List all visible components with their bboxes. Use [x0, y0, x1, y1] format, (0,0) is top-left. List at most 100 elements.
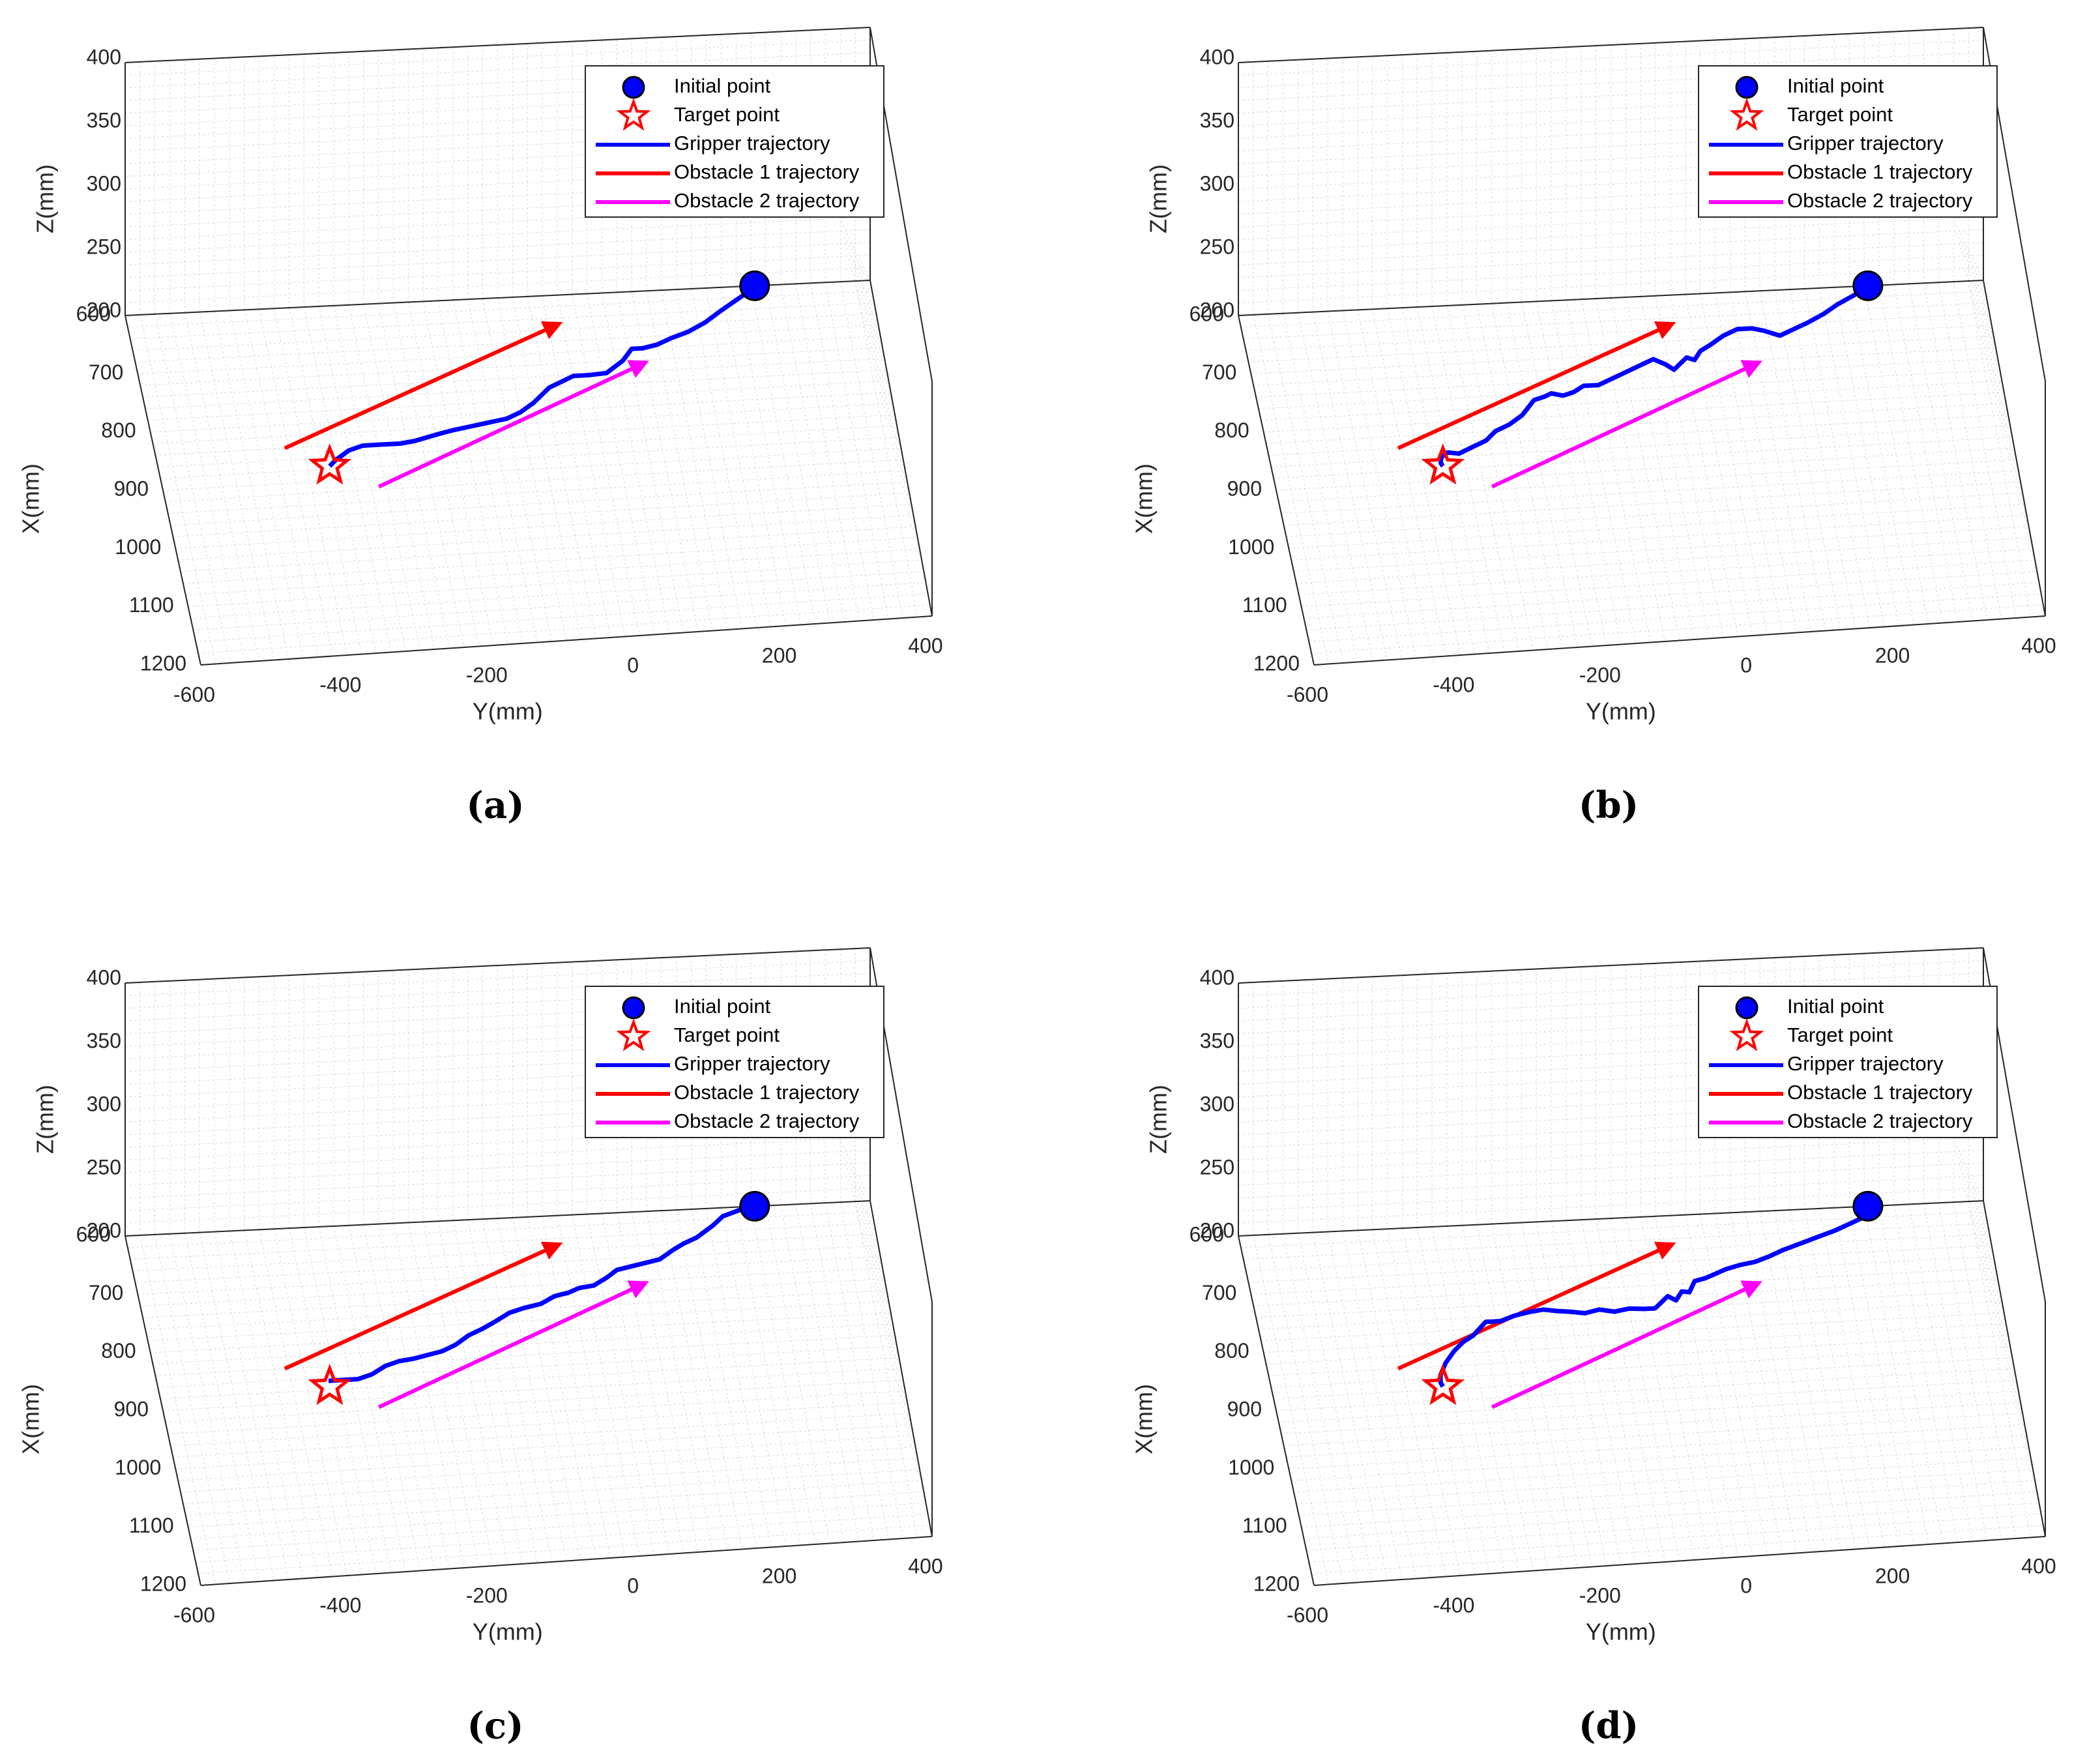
- y-axis-line: [200, 1536, 933, 1586]
- grid-line: [1238, 216, 1984, 253]
- grid-line: [1461, 304, 1534, 651]
- grid-line: [1238, 1162, 1984, 1199]
- x-tick-label: 600: [1189, 302, 1224, 325]
- grid-line: [1304, 570, 2037, 619]
- y-tick-label: -400: [1433, 673, 1474, 696]
- grid-line: [1251, 1256, 1994, 1295]
- wall-top-edge: [124, 947, 871, 984]
- x-tick-label: 700: [89, 360, 123, 384]
- legend-entry: Initial point: [674, 995, 771, 1018]
- z-axis-label: Z(mm): [1145, 1085, 1172, 1154]
- x-axis-label: X(mm): [1131, 463, 1158, 534]
- obstacle-1-trajectory: [284, 321, 563, 450]
- grid-line: [841, 1151, 873, 1213]
- grid-line: [392, 302, 465, 648]
- grid-line: [1998, 416, 2015, 448]
- y-tick-label: -200: [1579, 663, 1621, 686]
- z-tick-label: 250: [87, 1155, 121, 1179]
- legend-entry: Target point: [1787, 103, 1893, 126]
- grid-line: [1282, 313, 1358, 662]
- grid-line: [160, 436, 899, 479]
- grid-line: [407, 302, 479, 647]
- grid-line: [1297, 1233, 1373, 1582]
- target-point-marker: [1421, 1364, 1465, 1405]
- grid-line: [2020, 509, 2030, 527]
- grid-line: [2004, 1363, 2019, 1392]
- grid-line: [1908, 284, 1973, 621]
- grid-line: [869, 1270, 892, 1313]
- grid-line: [907, 509, 916, 527]
- grid-line: [1759, 291, 1826, 631]
- grid-line: [1979, 1257, 2003, 1302]
- grid-line: [2029, 1469, 2036, 1481]
- y-tick-label: -400: [1433, 1593, 1474, 1617]
- grid-line: [178, 514, 914, 561]
- grid-line: [860, 1230, 885, 1280]
- grid-line: [124, 1162, 871, 1199]
- grid-line: [1521, 302, 1592, 647]
- x-tick-label: 900: [1227, 1397, 1262, 1420]
- grid-line: [1276, 1368, 2015, 1411]
- chart-panel-d: -600 -400 -200 0 200 400 600 700 800 900 1000 1100 1…: [1131, 947, 2056, 1748]
- grid-line: [1640, 1216, 1710, 1559]
- grid-line: [154, 314, 231, 664]
- z-tick-label: 300: [1200, 1092, 1234, 1115]
- grid-line: [631, 291, 699, 632]
- grid-line: [1985, 363, 2007, 404]
- grid-line: [1714, 293, 1783, 634]
- wall-top-edge: [1238, 947, 1984, 984]
- legend-initial-marker: [1735, 76, 1759, 99]
- grid-line: [1506, 302, 1578, 648]
- panel-caption: (c): [467, 1705, 523, 1748]
- grid-line: [1670, 295, 1739, 637]
- grid-line: [2004, 443, 2019, 471]
- grid-line: [1256, 358, 1998, 398]
- grid-line: [882, 403, 899, 437]
- grid-line: [1327, 311, 1403, 660]
- grid-line: [1309, 593, 2041, 642]
- x-tick-label: 600: [76, 1222, 111, 1246]
- grid-line: [158, 425, 898, 467]
- x-tick-label: 800: [101, 1339, 136, 1362]
- grid-line: [860, 310, 885, 359]
- grid-line: [847, 256, 877, 314]
- grid-line: [587, 1214, 655, 1555]
- grid-line: [1278, 1379, 2017, 1423]
- grid-line: [1256, 1278, 1998, 1318]
- y-tick-label: 0: [1740, 653, 1752, 677]
- grid-line: [1309, 1514, 2041, 1563]
- grid-line: [841, 230, 873, 292]
- legend-entry: Gripper trajectory: [674, 132, 830, 154]
- x-axis-line: [1238, 1235, 1315, 1586]
- legend-entry: Gripper trajectory: [674, 1052, 830, 1075]
- grid-line: [124, 254, 871, 291]
- grid-line: [138, 336, 881, 374]
- grid-line: [1989, 376, 2009, 415]
- grid-line: [888, 430, 904, 460]
- grid-line: [467, 299, 538, 643]
- grid-line: [1744, 291, 1812, 632]
- z-tick-label: 250: [87, 235, 121, 258]
- grid-line: [1261, 1301, 2002, 1342]
- grid-line: [1759, 1211, 1826, 1551]
- grid-line: [910, 1443, 918, 1459]
- grid-line: [1476, 1224, 1549, 1570]
- grid-line: [407, 1222, 479, 1567]
- x-tick-label: 1100: [1242, 1514, 1287, 1537]
- grid-line: [1506, 1223, 1578, 1568]
- legend-entry: Initial point: [1787, 995, 1884, 1018]
- y-tick-label: -600: [173, 683, 215, 706]
- grid-line: [1238, 973, 1984, 1009]
- grid-line: [857, 1217, 883, 1269]
- grid-line: [196, 1514, 928, 1563]
- grid-line: [147, 1301, 889, 1342]
- grid-line: [482, 298, 553, 642]
- grid-line: [780, 284, 845, 623]
- grid-line: [1893, 1205, 1958, 1543]
- grid-line: [467, 1220, 538, 1563]
- grid-line: [1243, 302, 1988, 340]
- grid-line: [153, 1323, 893, 1365]
- grid-line: [1251, 336, 1994, 374]
- grid-line: [900, 482, 912, 505]
- x-tick-label: 700: [89, 1281, 123, 1304]
